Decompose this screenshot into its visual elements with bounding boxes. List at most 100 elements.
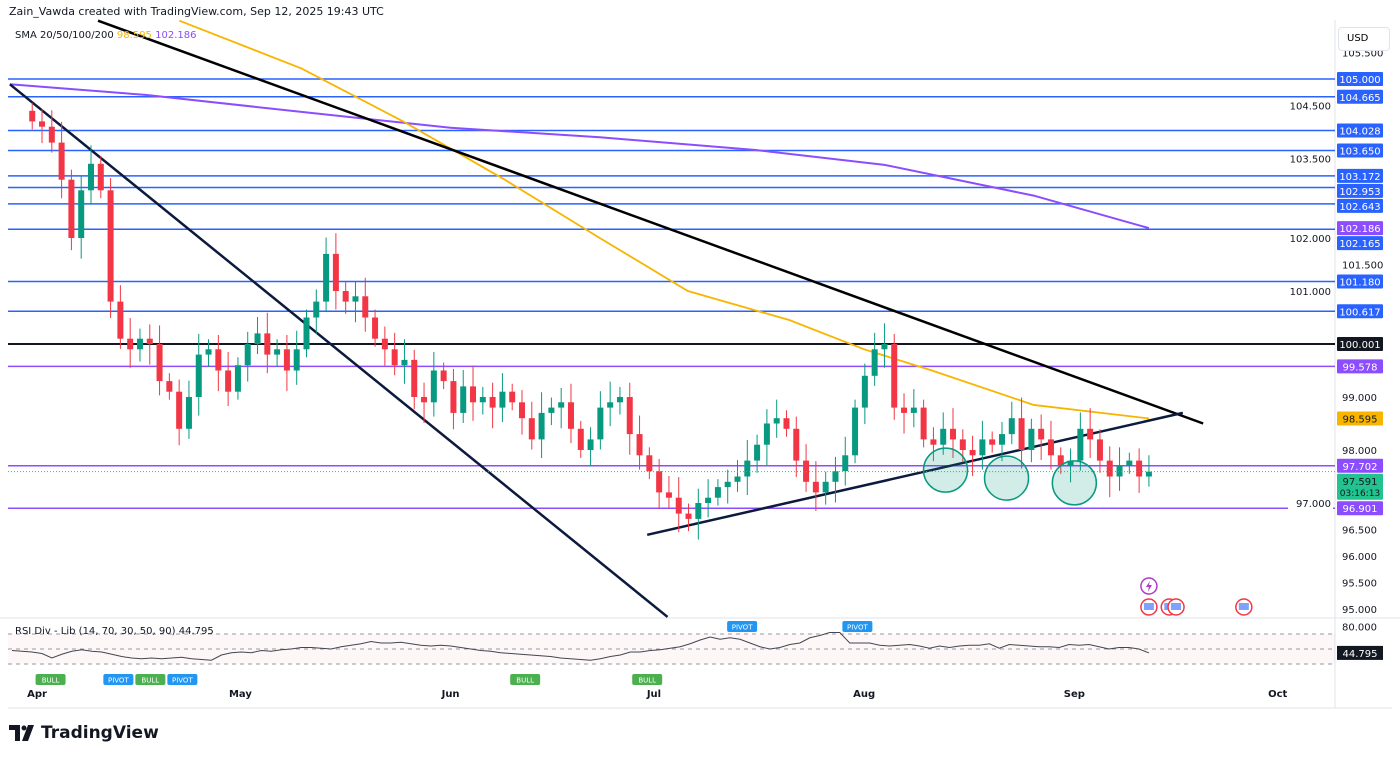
level-price-tag-bg [1337,304,1383,319]
candle-body [293,349,300,371]
sma-value-purple: 102.186 [155,30,197,41]
rsi-value-tag-bg [1337,645,1383,660]
candle-body [107,190,114,302]
x-tick-label: Aug [853,689,875,700]
level-price-tag: 105.000 [1339,75,1380,86]
y-tick-label: 95.000 [1342,605,1377,616]
candle-body [665,492,672,498]
last-price-tag-bg [1337,473,1383,500]
candle-body [303,317,310,350]
level-price-tag: 103.650 [1339,147,1380,158]
y-tick-label: 98.000 [1342,446,1377,457]
candle-body [1106,460,1113,477]
trendline [9,83,669,618]
y-tick-label-bg [1288,496,1333,509]
y-tick-label: 104.500 [1290,102,1331,113]
sma-200-line [9,83,1150,230]
x-tick-label: Jun [441,689,460,700]
level-price-tag: 102.643 [1339,202,1380,213]
candle-body [127,338,134,350]
rsi-signal-label: BULL [141,677,159,685]
y-tick-label: 99.000 [1342,393,1377,404]
candle-body [930,439,937,445]
candle-body [411,359,418,397]
level-price-tag-bg [1337,72,1383,86]
level-price-tag-bg [1337,143,1383,158]
candle-body [832,471,839,482]
candle-body [1126,460,1133,466]
tradingview-logo[interactable]: TradingView [9,723,159,743]
indicator-price-tag: 102.186 [1339,224,1380,235]
rsi-signal-badge [510,674,541,685]
candle-body [78,190,85,238]
x-tick-label: May [229,689,252,700]
candle-body [332,253,339,291]
candle-body [842,455,849,472]
rsi-signal-label: BULL [638,677,656,685]
candle-body [97,163,104,191]
candle-body [313,301,320,318]
countdown-timer: 03:16:13 [1340,489,1380,499]
level-price-tag: 104.665 [1339,93,1380,104]
candle-body [185,397,192,429]
candle-body [940,428,947,445]
rsi-legend[interactable]: RSI Div - Lib (14, 70, 30, 50, 90) 44.79… [15,626,214,637]
sma-legend[interactable]: SMA 20/50/100/200 98.595 102.186 [15,30,196,41]
candle-body [675,497,682,514]
level-price-tag: 100.617 [1339,307,1380,318]
rsi-line [11,632,1150,661]
candle-body [1018,418,1025,450]
y-tick-label: 102.000 [1290,234,1331,245]
sma-100-line [179,19,1150,420]
candle-body [460,386,467,413]
candle-body [215,349,222,371]
candle-body [1057,455,1064,466]
candle-body [499,391,506,408]
rsi-signal-badge [35,674,66,685]
rsi-signal-label: PIVOT [732,624,753,632]
y-tick-label: 101.500 [1342,261,1383,272]
level-price-tag: 100.001 [1339,340,1380,351]
candle-body [29,110,36,122]
candle-body [1047,439,1054,456]
currency-button[interactable]: USD [1338,27,1390,51]
candle-body [754,444,761,461]
rsi-signal-badge [135,674,166,685]
candle-body [567,402,574,429]
candle-body [342,291,349,302]
candle-body [989,439,996,445]
candle-body [969,450,976,456]
candle-body [68,179,75,238]
trendline [646,411,1184,537]
highlight-circle [1051,460,1098,506]
candle-body [136,338,143,350]
candle-body [58,142,65,180]
candle-body [871,349,878,376]
candle-body [323,253,330,302]
candle-body [577,428,584,450]
candle-body [1116,465,1123,477]
candle-body [793,428,800,461]
candle-body [479,397,486,403]
rsi-value: 44.795 [178,626,214,637]
rsi-signal-badge [167,674,198,685]
candle-body [1028,428,1035,450]
candle-body [616,397,623,403]
rsi-signal-label: PIVOT [108,677,129,685]
rsi-y-tick: 80.000 [1342,623,1377,634]
rsi-signal-badge [842,621,873,632]
candle-body [979,439,986,456]
credit-text: Zain_Vawda created with TradingView.com,… [9,5,384,18]
candle-body [87,163,94,191]
tradingview-logo-icon [9,725,34,741]
candle-body [489,397,496,408]
candle-body [244,344,251,366]
level-price-tag: 102.953 [1339,187,1380,198]
candle-body [421,397,428,403]
x-tick-label: Apr [27,689,47,700]
candle-body [920,407,927,440]
candle-body [205,349,212,355]
indicator-price-tag: 98.595 [1343,414,1378,425]
